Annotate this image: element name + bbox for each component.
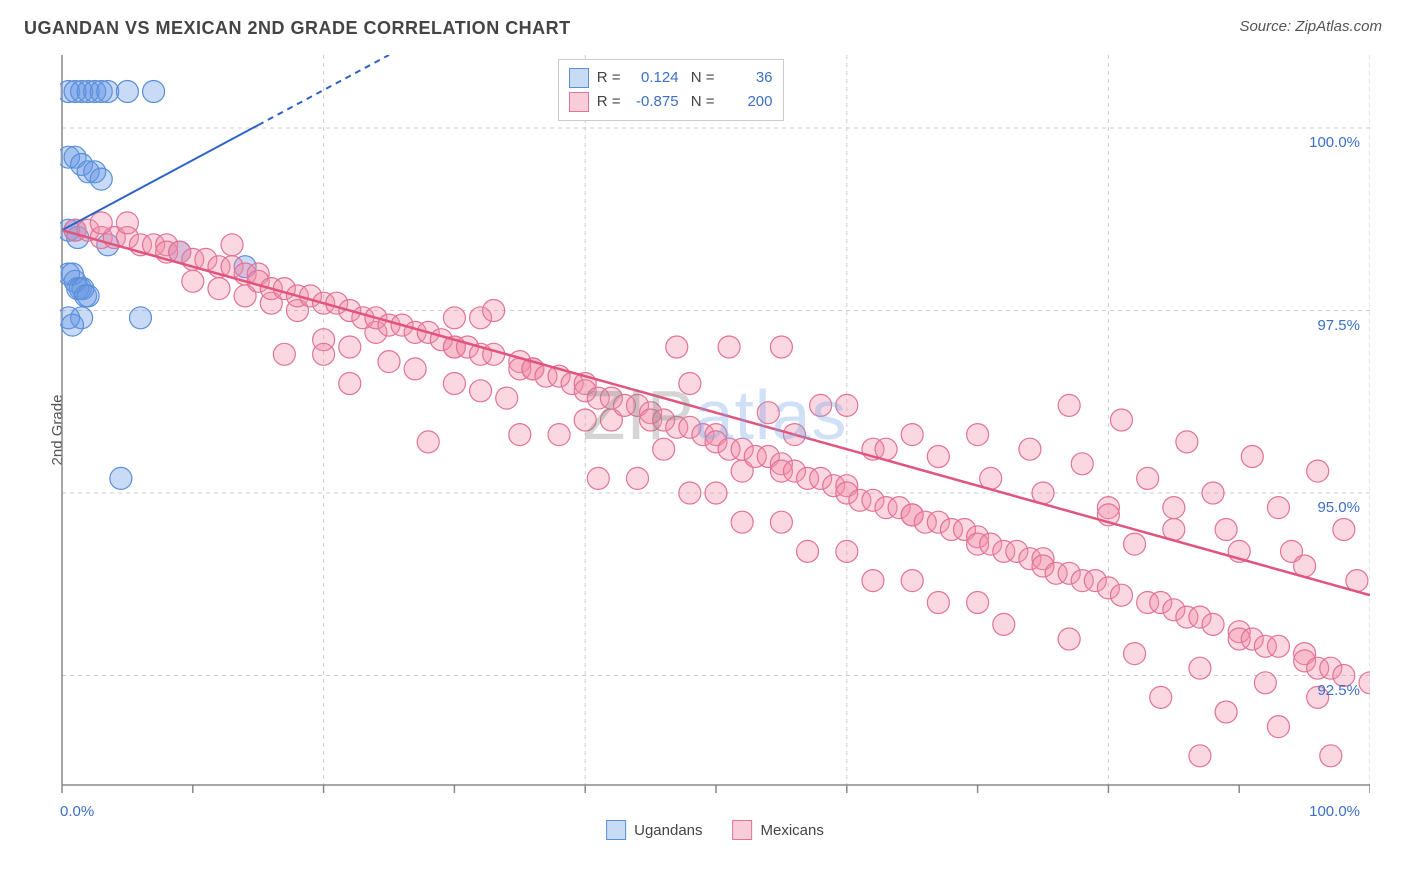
legend-item: Ugandans: [606, 820, 702, 840]
source-attribution: Source: ZipAtlas.com: [1239, 18, 1382, 35]
stats-legend-box: R =0.124 N =36R =-0.875 N =200: [558, 59, 784, 121]
bottom-legend: Ugandans Mexicans: [606, 820, 824, 840]
series-swatch: [569, 92, 589, 112]
legend-item: Mexicans: [733, 820, 824, 840]
legend-label: Mexicans: [761, 822, 824, 839]
legend-label: Ugandans: [634, 822, 702, 839]
chart-title: UGANDAN VS MEXICAN 2ND GRADE CORRELATION…: [24, 18, 571, 39]
chart-area: 2nd Grade ZIPatlas R =0.124 N =36R =-0.8…: [60, 55, 1370, 805]
y-tick-label: 95.0%: [1317, 499, 1360, 516]
scatter-plot: [60, 55, 1370, 805]
x-tick-label: 0.0%: [60, 803, 94, 820]
y-tick-label: 100.0%: [1309, 134, 1360, 151]
y-tick-label: 97.5%: [1317, 317, 1360, 334]
x-tick-label: 100.0%: [1309, 803, 1360, 820]
series-swatch: [569, 68, 589, 88]
legend-swatch: [606, 820, 626, 840]
legend-swatch: [733, 820, 753, 840]
y-tick-label: 92.5%: [1317, 682, 1360, 699]
stats-row: R =-0.875 N =200: [569, 90, 773, 114]
stats-row: R =0.124 N =36: [569, 66, 773, 90]
